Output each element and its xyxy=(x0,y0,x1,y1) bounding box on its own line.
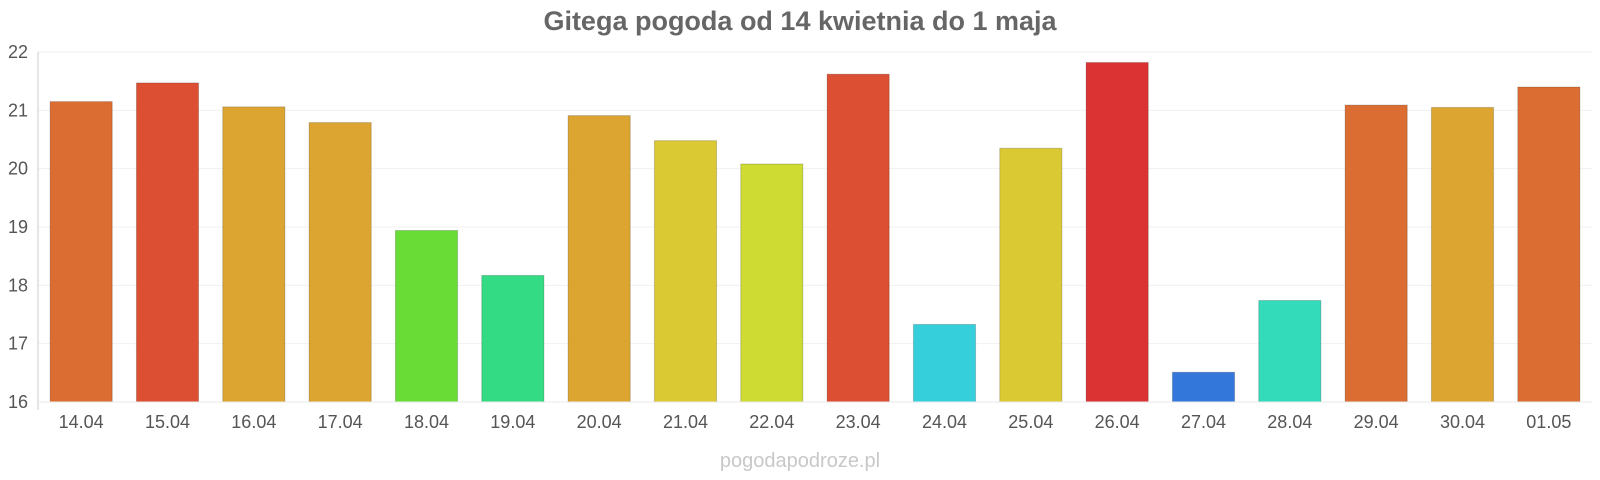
bar-22-04 xyxy=(740,163,804,403)
x-tick-label: 14.04 xyxy=(59,412,104,432)
bar-20-04 xyxy=(567,115,631,403)
bar-23-04 xyxy=(826,73,890,403)
bar-28-04 xyxy=(1258,300,1322,403)
x-tick-label: 16.04 xyxy=(231,412,276,432)
bars xyxy=(49,62,1581,403)
x-tick-label: 22.04 xyxy=(749,412,794,432)
x-tick-label: 29.04 xyxy=(1354,412,1399,432)
y-tick-label: 17 xyxy=(8,334,28,354)
footer-credit: pogodapodroze.pl xyxy=(719,450,881,472)
bar-29-04 xyxy=(1344,104,1408,403)
x-tick-label: 18.04 xyxy=(404,412,449,432)
x-tick-label: 27.04 xyxy=(1181,412,1226,432)
y-tick-label: 22 xyxy=(8,42,28,62)
x-tick-label: 24.04 xyxy=(922,412,967,432)
bar-19-04 xyxy=(481,274,545,403)
x-tick-label: 15.04 xyxy=(145,412,190,432)
x-tick-label: 28.04 xyxy=(1267,412,1312,432)
chart-title: Gitega pogoda od 14 kwietnia do 1 maja xyxy=(543,6,1057,36)
y-tick-label: 21 xyxy=(8,100,28,120)
x-tick-label: 26.04 xyxy=(1095,412,1140,432)
x-axis-ticks: 14.04 15.04 16.04 17.04 18.04 19.04 20.04 21.04… xyxy=(59,412,1572,432)
bar-21-04 xyxy=(653,140,718,403)
bar-26-04 xyxy=(1085,62,1149,403)
x-tick-label: 20.04 xyxy=(577,412,622,432)
bar-24-04 xyxy=(912,323,977,403)
bar-25-04 xyxy=(999,147,1063,403)
x-tick-label: 25.04 xyxy=(1008,412,1053,432)
x-tick-label: 01.05 xyxy=(1526,412,1571,432)
y-axis-ticks: 16 17 18 19 20 21 22 xyxy=(8,42,28,412)
bar-27-04 xyxy=(1171,371,1236,403)
y-tick-label: 19 xyxy=(8,217,28,237)
axes xyxy=(37,52,1592,410)
x-tick-label: 23.04 xyxy=(836,412,881,432)
bar-17-04 xyxy=(308,122,372,403)
bar-14-04 xyxy=(49,101,113,403)
bar-15-04 xyxy=(135,82,200,403)
x-tick-label: 30.04 xyxy=(1440,412,1485,432)
y-tick-label: 20 xyxy=(8,159,28,179)
bar-18-04 xyxy=(394,230,459,403)
x-tick-label: 19.04 xyxy=(490,412,535,432)
bar-01-05 xyxy=(1517,86,1581,403)
bar-30-04 xyxy=(1430,106,1495,403)
bar-16-04 xyxy=(222,106,286,403)
x-tick-label: 21.04 xyxy=(663,412,708,432)
x-tick-label: 17.04 xyxy=(318,412,363,432)
y-tick-label: 18 xyxy=(8,275,28,295)
y-tick-label: 16 xyxy=(8,392,28,412)
